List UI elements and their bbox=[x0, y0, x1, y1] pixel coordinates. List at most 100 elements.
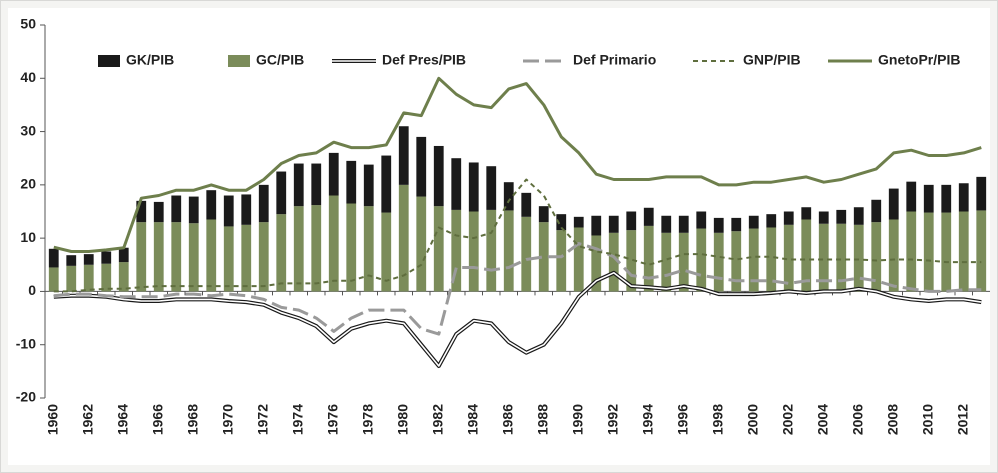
bar bbox=[171, 222, 182, 292]
bar bbox=[538, 222, 549, 292]
bar bbox=[783, 211, 794, 225]
bar bbox=[643, 225, 654, 292]
bar bbox=[101, 251, 112, 264]
bar bbox=[626, 211, 637, 231]
bar bbox=[276, 214, 287, 292]
legend-label: Def Pres/PIB bbox=[382, 52, 466, 68]
bar bbox=[416, 196, 427, 292]
legend-label: GNP/PIB bbox=[743, 52, 801, 68]
bar bbox=[346, 203, 357, 292]
bar bbox=[118, 247, 129, 263]
bar bbox=[188, 196, 199, 224]
bar bbox=[766, 214, 777, 228]
bar bbox=[136, 200, 147, 223]
bar bbox=[293, 163, 304, 207]
bar bbox=[941, 212, 952, 292]
x-tick-label: 1996 bbox=[674, 404, 690, 435]
bar bbox=[748, 228, 759, 292]
bar bbox=[748, 215, 759, 229]
bar bbox=[153, 201, 164, 223]
bar bbox=[661, 215, 672, 233]
bar bbox=[713, 232, 724, 292]
x-tick-label: 2006 bbox=[849, 404, 865, 435]
x-tick-label: 1994 bbox=[639, 404, 655, 435]
x-tick-label: 2002 bbox=[779, 404, 795, 435]
bar bbox=[48, 248, 59, 268]
x-tick-label: 1964 bbox=[114, 404, 130, 435]
bar bbox=[556, 214, 567, 231]
x-tick-label: 1998 bbox=[709, 404, 725, 435]
bar bbox=[381, 155, 392, 213]
bar bbox=[241, 224, 252, 292]
legend-label: GnetoPr/PIB bbox=[878, 52, 960, 68]
bar bbox=[871, 199, 882, 223]
x-tick-label: 1986 bbox=[499, 404, 515, 435]
bar bbox=[626, 230, 637, 292]
bar bbox=[976, 210, 987, 292]
x-tick-label: 1974 bbox=[289, 404, 305, 435]
bar bbox=[871, 222, 882, 292]
line bbox=[53, 242, 982, 336]
bar bbox=[783, 224, 794, 292]
bar bbox=[48, 267, 59, 292]
bar bbox=[83, 254, 94, 265]
x-tick-label: 1980 bbox=[394, 404, 410, 435]
legend-label: Def Primario bbox=[573, 52, 656, 68]
x-tick-label: 1972 bbox=[254, 404, 270, 435]
bar bbox=[188, 223, 199, 292]
bar bbox=[958, 183, 969, 212]
bar bbox=[766, 227, 777, 292]
bar bbox=[713, 217, 724, 233]
y-tick-label: 50 bbox=[20, 16, 36, 32]
bar bbox=[818, 223, 829, 292]
bar bbox=[696, 228, 707, 292]
bar bbox=[591, 215, 602, 236]
legend-label: GC/PIB bbox=[256, 52, 304, 68]
bar bbox=[363, 206, 374, 292]
bar bbox=[573, 227, 584, 292]
legend-swatch bbox=[228, 55, 250, 67]
bar bbox=[643, 207, 654, 226]
x-tick-label: 2008 bbox=[884, 404, 900, 435]
bar bbox=[258, 184, 269, 223]
bar bbox=[678, 215, 689, 233]
bar bbox=[66, 255, 77, 266]
bar bbox=[66, 265, 77, 292]
x-tick-label: 1968 bbox=[184, 404, 200, 435]
bar bbox=[223, 195, 234, 227]
x-tick-label: 1990 bbox=[569, 404, 585, 435]
bar bbox=[433, 206, 444, 292]
bar bbox=[241, 194, 252, 225]
bar bbox=[923, 212, 934, 292]
bar bbox=[206, 190, 217, 220]
bar bbox=[731, 217, 742, 232]
bar bbox=[468, 162, 479, 212]
bar bbox=[206, 219, 217, 292]
bar bbox=[416, 136, 427, 197]
bar bbox=[731, 231, 742, 292]
bar bbox=[381, 212, 392, 292]
bar bbox=[801, 207, 812, 220]
x-tick-label: 1966 bbox=[149, 404, 165, 435]
bar bbox=[153, 222, 164, 292]
y-tick-label: 40 bbox=[20, 69, 36, 85]
x-tick-label: 1978 bbox=[359, 404, 375, 435]
y-tick-label: -10 bbox=[16, 335, 36, 351]
bar bbox=[276, 171, 287, 215]
bar bbox=[976, 176, 987, 211]
y-tick-label: 30 bbox=[20, 122, 36, 138]
bar bbox=[888, 188, 899, 220]
y-tick-label: 10 bbox=[20, 229, 36, 245]
x-tick-label: 1976 bbox=[324, 404, 340, 435]
bar bbox=[678, 232, 689, 292]
x-tick-label: 1992 bbox=[604, 404, 620, 435]
x-tick-label: 2004 bbox=[814, 404, 830, 435]
bar bbox=[923, 184, 934, 213]
bar bbox=[836, 223, 847, 292]
bar bbox=[503, 182, 514, 211]
bar bbox=[311, 163, 322, 206]
bar bbox=[696, 211, 707, 229]
bar bbox=[853, 207, 864, 225]
bar bbox=[591, 235, 602, 292]
